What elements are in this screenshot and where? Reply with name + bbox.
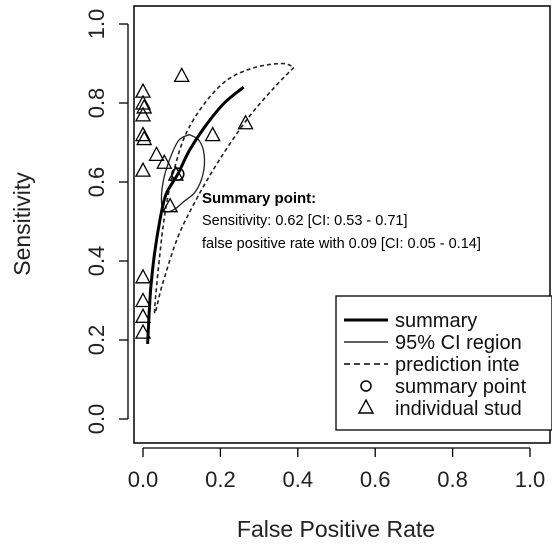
- legend-box: [335, 295, 552, 431]
- annotation-heading: Summary point:: [202, 190, 316, 207]
- prediction-region-line: [153, 62, 296, 315]
- legend-summary-point-label: summary point: [395, 376, 527, 398]
- legend-study-label: individual stud: [395, 398, 522, 420]
- annotation-fpr: false positive rate with 0.09 [CI: 0.05 …: [202, 236, 481, 252]
- summary-annotation: Summary point: Sensitivity: 0.62 [CI: 0.…: [202, 190, 481, 252]
- study-point: [134, 323, 152, 339]
- study-point: [134, 126, 152, 142]
- x-tick-label: 1.0: [515, 467, 546, 492]
- y-tick-label: 0.6: [84, 167, 109, 198]
- y-axis-title: Sensitivity: [9, 172, 35, 276]
- x-tick-label: 0.2: [205, 467, 236, 492]
- x-tick-label: 0.8: [437, 467, 468, 492]
- y-tick-label: 0.2: [84, 325, 109, 356]
- legend-summary-label: summary: [395, 310, 477, 332]
- y-tick-label: 0.0: [84, 404, 109, 435]
- x-ticks: 0.0 0.2 0.4 0.6 0.8 1.0: [128, 448, 546, 492]
- y-tick-label: 1.0: [84, 9, 109, 40]
- study-point: [148, 145, 165, 161]
- study-point: [204, 126, 221, 142]
- study-point: [162, 197, 179, 213]
- individual-studies: [134, 66, 254, 339]
- plot-frame: [133, 5, 551, 444]
- study-point: [134, 106, 152, 122]
- x-tick-label: 0.0: [128, 467, 159, 492]
- study-point: [237, 114, 254, 130]
- study-point: [136, 130, 153, 146]
- legend-study-swatch: [357, 398, 375, 414]
- legend: summary 95% CI region prediction inte su…: [335, 295, 552, 431]
- study-point: [134, 161, 152, 177]
- study-point: [136, 98, 153, 114]
- x-tick-label: 0.4: [283, 467, 314, 492]
- y-tick-label: 0.8: [84, 88, 109, 119]
- annotation-sensitivity: Sensitivity: 0.62 [CI: 0.53 - 0.71]: [202, 213, 408, 229]
- study-point: [134, 307, 152, 323]
- y-tick-label: 0.4: [84, 246, 109, 277]
- study-point: [134, 292, 152, 308]
- summary-curve-line: [146, 86, 245, 344]
- x-axis-title: False Positive Rate: [237, 516, 435, 542]
- study-point: [156, 153, 173, 169]
- study-point: [134, 268, 152, 284]
- legend-prediction-label: prediction inte: [395, 354, 520, 376]
- ci-region-line: [160, 133, 206, 213]
- legend-summary-point-swatch: [360, 380, 372, 392]
- x-tick-label: 0.6: [360, 467, 391, 492]
- legend-ci-label: 95% CI region: [395, 332, 522, 354]
- y-ticks: 0.0 0.2 0.4 0.6 0.8 1.0: [84, 9, 128, 435]
- study-point: [173, 66, 190, 82]
- summary-point-marker: [171, 167, 185, 181]
